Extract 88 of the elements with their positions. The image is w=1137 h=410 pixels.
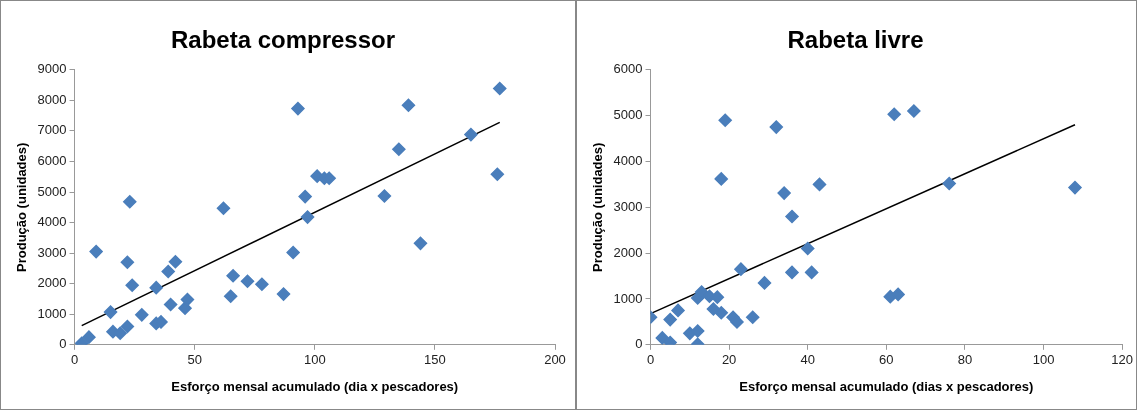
x-axis-title: Esforço mensal acumulado (dias x pescadores) (739, 378, 1034, 394)
point (785, 209, 799, 224)
point (745, 310, 760, 325)
x-tick-label: 80 (957, 352, 973, 368)
point (785, 265, 799, 280)
y-tick-label: 0 (635, 336, 643, 352)
chart-title: Rabeta compressor (170, 26, 396, 54)
x-axis-title: Esforço mensal acumulado (dia x pescadores) (171, 378, 459, 394)
point (300, 210, 315, 224)
y-tick-label: 3000 (37, 244, 67, 260)
point (392, 142, 406, 156)
x-tick-label: 100 (1032, 352, 1055, 368)
point (120, 255, 135, 270)
y-tick-label: 9000 (37, 61, 67, 77)
point (298, 189, 312, 204)
point (769, 120, 784, 134)
y-tick-label: 5000 (37, 183, 67, 199)
y-tick-label: 5000 (613, 107, 643, 123)
x-tick-label: 40 (800, 352, 815, 368)
point (804, 265, 819, 280)
point (490, 167, 505, 182)
point (730, 315, 744, 329)
point (464, 127, 478, 142)
point (161, 264, 175, 279)
y-tick-label: 3000 (613, 198, 643, 214)
point (291, 101, 305, 116)
point (125, 278, 139, 292)
y-tick-label: 7000 (37, 122, 67, 138)
point (216, 201, 231, 215)
chart-title: Rabeta livre (787, 26, 924, 54)
x-tick-label: 0 (646, 352, 655, 368)
point (734, 262, 748, 276)
x-tick-label: 60 (879, 352, 894, 368)
point (276, 287, 291, 301)
point (942, 176, 956, 191)
point (493, 81, 507, 96)
point (135, 308, 149, 322)
point (82, 330, 96, 344)
x-tick-label: 200 (544, 352, 566, 368)
x-tick-label: 20 (721, 352, 737, 368)
x-tick-label: 50 (187, 352, 202, 368)
y-tick-label: 4000 (613, 153, 643, 169)
point (800, 241, 815, 256)
x-tick-label: 100 (303, 352, 326, 368)
x-tick-label: 120 (1111, 352, 1134, 368)
point (286, 245, 300, 260)
point (120, 319, 135, 334)
point (123, 195, 137, 209)
point (1068, 180, 1082, 195)
point (103, 305, 118, 319)
point (223, 289, 238, 303)
y-tick-label: 0 (59, 336, 67, 352)
y-tick-label: 1000 (37, 305, 67, 321)
point (663, 312, 677, 327)
point (149, 280, 163, 295)
y-tick-label: 1000 (613, 290, 643, 306)
y-tick-label: 2000 (613, 244, 643, 260)
point (168, 254, 183, 269)
point (718, 113, 732, 127)
point (777, 186, 791, 200)
point (240, 274, 255, 288)
y-tick-label: 4000 (37, 214, 67, 230)
point (89, 244, 103, 259)
y-axis-title: Produção (unidades) (590, 142, 606, 272)
point (163, 297, 178, 312)
point (907, 104, 921, 118)
point (255, 277, 269, 292)
point (401, 98, 416, 112)
point (226, 268, 240, 283)
point (377, 189, 392, 203)
point (671, 303, 685, 318)
y-tick-label: 6000 (37, 153, 67, 169)
y-tick-label: 2000 (37, 275, 67, 291)
point (812, 177, 827, 192)
x-tick-label: 150 (424, 352, 446, 368)
x-tick-label: 0 (70, 352, 79, 368)
point (887, 107, 901, 122)
point (883, 289, 898, 304)
point (714, 172, 729, 186)
point (714, 305, 729, 320)
point (690, 324, 705, 338)
point (891, 287, 905, 302)
point (413, 236, 428, 251)
y-axis-title: Produção (unidades) (14, 142, 30, 272)
y-tick-label: 8000 (37, 91, 67, 107)
point (180, 292, 195, 307)
point (757, 276, 772, 290)
y-tick-label: 6000 (613, 61, 643, 77)
